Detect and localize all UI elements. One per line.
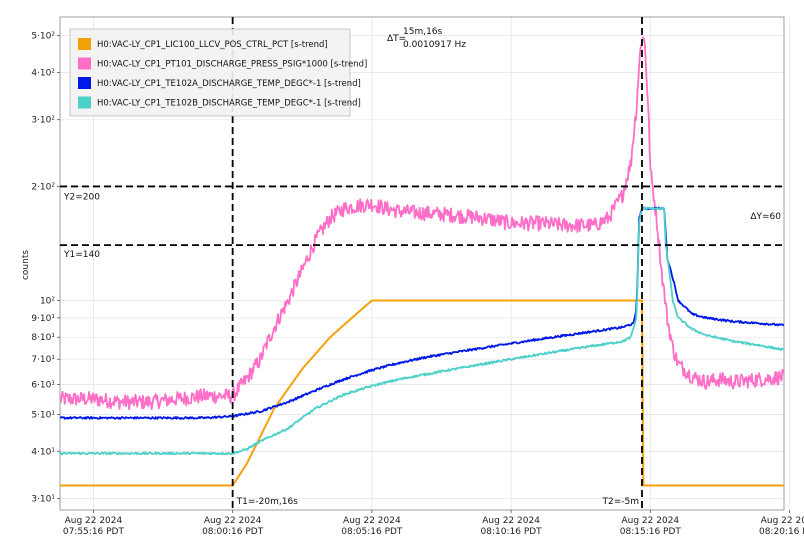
- y-tick-label: 8·10¹: [31, 333, 55, 343]
- y-tick-label: 3·10¹: [31, 495, 55, 505]
- x-tick-date: Aug 22 2024: [622, 516, 680, 526]
- x-tick-time: 08:00:16 PDT: [202, 527, 264, 537]
- x-tick-time: 08:15:16 PDT: [620, 527, 682, 537]
- plot-area: [59, 16, 785, 511]
- y-tick-label: 6·10¹: [31, 381, 55, 391]
- y-axis-label: counts: [21, 250, 31, 280]
- y1-label: Y1=140: [63, 250, 100, 260]
- legend-swatch-2: [78, 77, 91, 89]
- delta-t-value: 15m,16s: [403, 27, 443, 37]
- legend-swatch-1: [78, 57, 91, 70]
- y-tick-label: 10²: [40, 297, 55, 307]
- y-tick-label: 4·10²: [31, 68, 55, 78]
- legend-entry-1: H0:VAC-LY_CP1_PT101_DISCHARGE_PRESS_PSIG…: [97, 60, 367, 70]
- t2-label: T2=-5m: [601, 497, 639, 507]
- x-tick-time: 07:55:16 PDT: [63, 527, 125, 537]
- y-tick-label: 9·10¹: [31, 314, 55, 324]
- series-line-0: [60, 299, 784, 487]
- delta-t-frequency: 0.0010917 Hz: [403, 40, 466, 50]
- x-tick-date: Aug 22 2024: [482, 516, 540, 526]
- series-line-1: [60, 36, 784, 411]
- x-tick-date: Aug 22 2024: [343, 516, 401, 526]
- series-line-2: [60, 206, 784, 420]
- x-tick-date: Aug 22 2024: [204, 516, 262, 526]
- cursors: T1=-20m,16s T2=-5m Y1=140 Y2=200 ΔY=60 ΔT=15m…: [60, 17, 784, 510]
- series-line-3: [60, 206, 784, 456]
- legend[interactable]: H0:VAC-LY_CP1_LIC100_LLCV_POS_CTRL_PCT […: [69, 28, 367, 117]
- t1-label: T1=-20m,16s: [236, 497, 299, 507]
- x-tick-date: Aug 22 2024: [65, 516, 123, 526]
- legend-swatch-0: [78, 38, 91, 50]
- y-tick-label: 2·10²: [31, 182, 55, 192]
- y-tick-label: 4·10¹: [31, 447, 55, 457]
- x-tick-time: 08:20:16 PDT: [759, 527, 804, 537]
- y-tick-label: 7·10¹: [31, 355, 55, 365]
- delta-t-label: ΔT=: [387, 34, 406, 44]
- legend-box: [69, 28, 351, 117]
- legend-swatch-3: [78, 96, 91, 109]
- legend-entry-0: H0:VAC-LY_CP1_LIC100_LLCV_POS_CTRL_PCT […: [97, 40, 328, 50]
- legend-entry-2: H0:VAC-LY_CP1_TE102A_DISCHARGE_TEMP_DEGC…: [97, 79, 361, 89]
- legend-entry-3: H0:VAC-LY_CP1_TE102B_DISCHARGE_TEMP_DEGC…: [97, 99, 361, 109]
- y-tick-label: 3·10²: [31, 116, 55, 126]
- x-tick-time: 08:10:16 PDT: [481, 527, 543, 537]
- y-axis: 3·10¹ 4·10¹ 5·10¹ 6·10¹ 7·10¹ 8·10¹ 9·10¹ 10² 2·…: [31, 32, 60, 505]
- x-tick-date: Aug 22 2024: [761, 516, 804, 526]
- delta-y-label: ΔY=60: [750, 212, 781, 222]
- y2-label: Y2=200: [63, 192, 100, 202]
- x-tick-time: 08:05:16 PDT: [341, 527, 403, 537]
- y-tick-label: 5·10²: [31, 32, 55, 42]
- y-tick-label: 5·10¹: [31, 411, 55, 421]
